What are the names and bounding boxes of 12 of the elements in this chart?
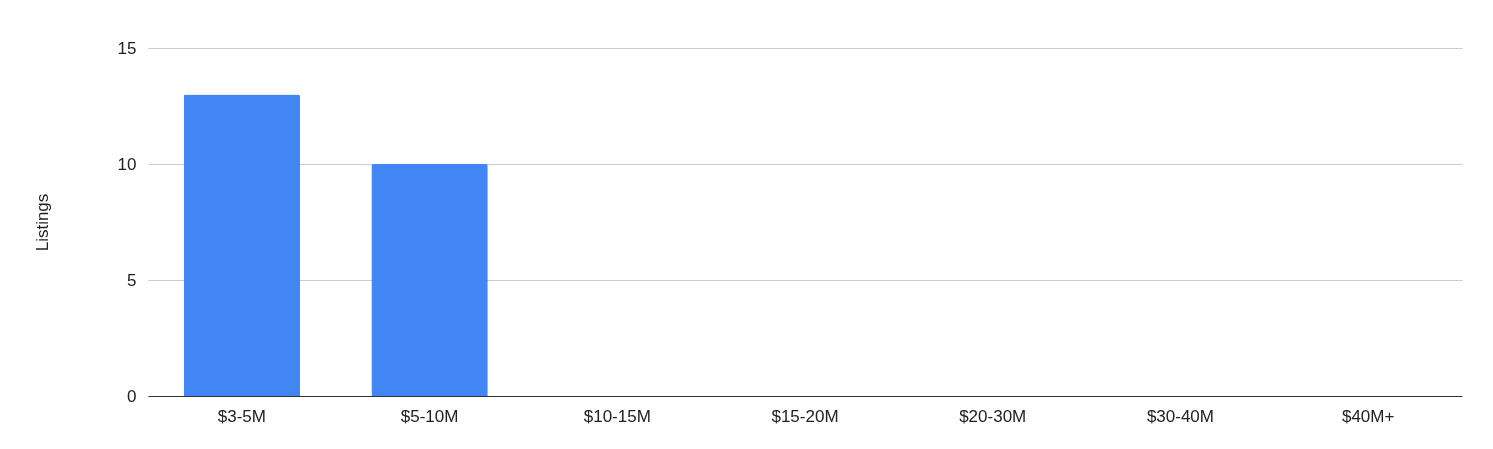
x-tick-label: $20-30M [959, 406, 1027, 426]
x-tick-label: $15-20M [771, 406, 839, 426]
y-tick-label: 0 [127, 386, 137, 406]
y-axis-title: Listings [32, 193, 52, 252]
y-tick-label: 5 [127, 270, 137, 290]
y-tick-label: 15 [117, 38, 137, 58]
y-tick-label: 10 [117, 154, 137, 174]
x-tick-label: $30-40M [1146, 406, 1214, 426]
x-tick-label: $40M+ [1341, 406, 1395, 426]
x-tick-label: $10-15M [583, 406, 651, 426]
x-tick-label: $5-10M [400, 406, 459, 426]
x-tick-label: $3-5M [217, 406, 266, 426]
